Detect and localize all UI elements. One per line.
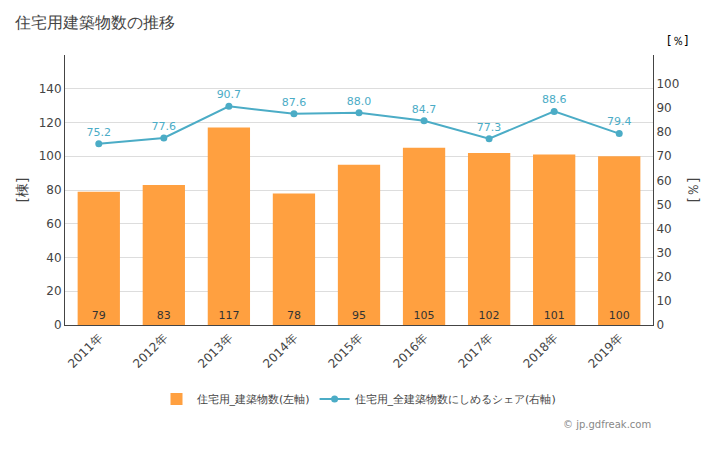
svg-text:95: 95 (352, 309, 366, 322)
svg-text:140: 140 (39, 82, 62, 96)
svg-text:住宅用建築物数の推移: 住宅用建築物数の推移 (14, 13, 175, 32)
svg-text:[％]: [％] (685, 178, 701, 203)
svg-text:83: 83 (157, 309, 171, 322)
svg-text:[棟]: [棟] (14, 178, 30, 203)
svg-text:88.6: 88.6 (542, 93, 567, 106)
svg-text:100: 100 (656, 77, 679, 91)
svg-text:2013年: 2013年 (195, 331, 235, 371)
svg-text:87.6: 87.6 (282, 96, 307, 109)
svg-text:2015年: 2015年 (325, 331, 365, 371)
svg-text:© jp.gdfreak.com: © jp.gdfreak.com (563, 419, 651, 430)
svg-text:77.3: 77.3 (477, 121, 502, 134)
svg-text:102: 102 (479, 309, 500, 322)
svg-text:117: 117 (218, 309, 239, 322)
svg-text:2018年: 2018年 (521, 331, 561, 371)
svg-text:30: 30 (656, 246, 671, 260)
svg-text:20: 20 (46, 284, 61, 298)
svg-text:77.6: 77.6 (152, 120, 177, 133)
svg-text:0: 0 (54, 318, 62, 332)
svg-text:100: 100 (39, 149, 62, 163)
svg-text:60: 60 (46, 217, 61, 231)
svg-text:78: 78 (287, 309, 301, 322)
svg-text:2011年: 2011年 (65, 331, 105, 371)
svg-text:100: 100 (609, 309, 630, 322)
svg-text:80: 80 (656, 125, 671, 139)
svg-text:[％]: [％] (667, 34, 688, 48)
svg-text:2016年: 2016年 (390, 331, 430, 371)
svg-text:60: 60 (656, 174, 671, 188)
svg-text:88.0: 88.0 (347, 95, 372, 108)
svg-text:2012年: 2012年 (130, 331, 170, 371)
svg-text:70: 70 (656, 149, 671, 163)
svg-text:住宅用_全建築物数にしめるシェア(右軸): 住宅用_全建築物数にしめるシェア(右軸) (355, 393, 556, 406)
svg-text:90.7: 90.7 (217, 88, 242, 101)
svg-text:120: 120 (39, 116, 62, 130)
svg-text:84.7: 84.7 (412, 103, 437, 116)
svg-text:105: 105 (414, 309, 435, 322)
svg-text:2019年: 2019年 (586, 331, 626, 371)
svg-text:75.2: 75.2 (87, 126, 112, 139)
svg-text:101: 101 (544, 309, 565, 322)
svg-text:20: 20 (656, 270, 671, 284)
svg-text:10: 10 (656, 294, 671, 308)
svg-text:40: 40 (46, 251, 61, 265)
svg-text:2017年: 2017年 (455, 331, 495, 371)
svg-text:40: 40 (656, 222, 671, 236)
svg-text:2014年: 2014年 (260, 331, 300, 371)
svg-text:住宅用_建築物数(左軸): 住宅用_建築物数(左軸) (197, 393, 310, 406)
svg-text:50: 50 (656, 198, 671, 212)
svg-text:79.4: 79.4 (607, 115, 632, 128)
svg-text:90: 90 (656, 101, 671, 115)
svg-text:79: 79 (92, 309, 106, 322)
svg-text:80: 80 (46, 183, 61, 197)
svg-text:0: 0 (656, 318, 664, 332)
